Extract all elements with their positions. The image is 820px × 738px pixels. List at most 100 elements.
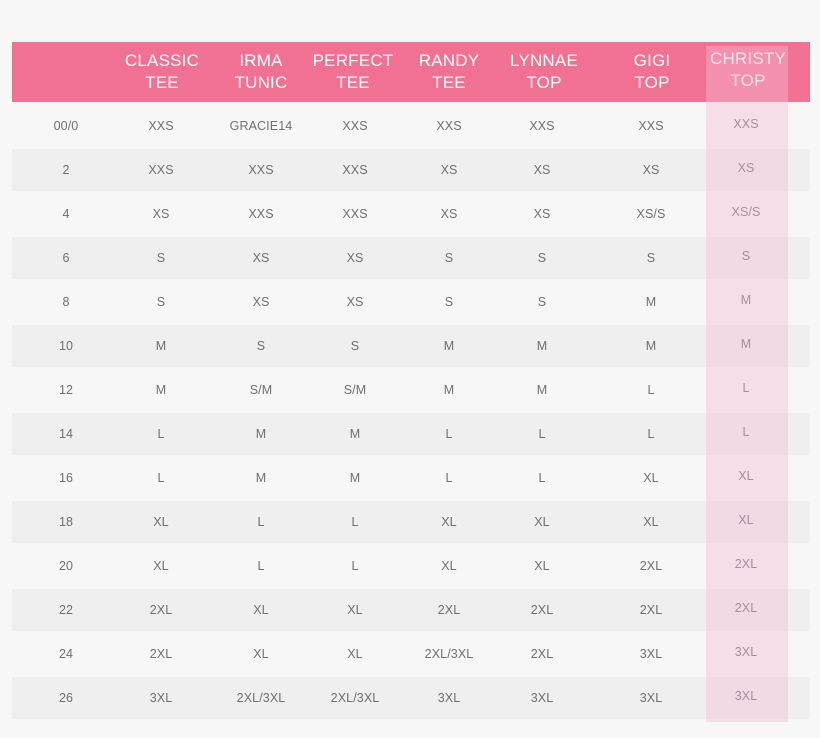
size-value-cell: 3XL — [734, 645, 758, 659]
size-value-cell: XXS — [733, 117, 759, 131]
size-value-cell: M — [443, 339, 455, 353]
table-row: 8 S XS XS S S M M — [12, 281, 810, 323]
size-value-cell: 3XL — [639, 691, 663, 705]
table-header-band — [12, 42, 810, 102]
size-value-cell: L — [445, 427, 453, 441]
size-value-cell: S — [444, 295, 454, 309]
size-value-cell: M — [443, 383, 455, 397]
size-value-cell: M — [536, 383, 548, 397]
size-value-cell: XS — [346, 295, 364, 309]
size-value-cell: M — [740, 337, 752, 351]
size-value-cell: S — [156, 295, 166, 309]
size-value-cell: XXS — [148, 119, 174, 133]
size-value-cell: M — [349, 471, 361, 485]
size-value-cell: XS — [346, 251, 364, 265]
size-value-cell: L — [257, 515, 265, 529]
table-row: 26 3XL 2XL/3XL 2XL/3XL 3XL 3XL 3XL 3XL — [12, 677, 810, 719]
table-row: 16 L M M L L XL XL — [12, 457, 810, 499]
size-value-cell: 2XL — [149, 647, 173, 661]
size-value-cell: XXS — [248, 207, 274, 221]
size-value-cell: M — [155, 383, 167, 397]
size-value-cell: M — [645, 339, 657, 353]
size-value-cell: L — [351, 559, 359, 573]
size-cell: 14 — [58, 427, 74, 441]
size-value-cell: XL — [441, 559, 457, 573]
size-cell: 24 — [58, 647, 74, 661]
size-value-cell: 2XL — [149, 603, 173, 617]
size-value-cell: XL — [643, 471, 659, 485]
size-value-cell: 2XL — [530, 647, 554, 661]
size-value-cell: S — [646, 251, 656, 265]
size-value-cell: L — [538, 471, 546, 485]
size-value-cell: XS — [440, 163, 458, 177]
size-value-cell: XXS — [638, 119, 664, 133]
size-value-cell: XXS — [436, 119, 462, 133]
size-value-cell: XS — [252, 251, 270, 265]
size-value-cell: XL — [534, 559, 550, 573]
size-value-cell: XL — [153, 559, 169, 573]
size-value-cell: 2XL — [734, 601, 758, 615]
size-value-cell: L — [742, 381, 750, 395]
size-value-cell: 2XL/3XL — [330, 691, 380, 705]
size-value-cell: 3XL — [530, 691, 554, 705]
size-value-cell: XL — [738, 469, 754, 483]
size-value-cell: 2XL — [639, 603, 663, 617]
size-value-cell: 2XL/3XL — [236, 691, 286, 705]
size-value-cell: XS — [737, 161, 755, 175]
size-value-cell: L — [647, 427, 655, 441]
size-value-cell: M — [155, 339, 167, 353]
size-value-cell: M — [645, 295, 657, 309]
size-cell: 4 — [62, 207, 70, 221]
size-value-cell: S — [350, 339, 360, 353]
size-cell: 12 — [58, 383, 74, 397]
size-cell: 22 — [58, 603, 74, 617]
size-cell: 18 — [58, 515, 74, 529]
table-row: 18 XL L L XL XL XL XL — [12, 501, 810, 543]
table-row: 20 XL L L XL XL 2XL 2XL — [12, 545, 810, 587]
size-value-cell: 3XL — [639, 647, 663, 661]
size-cell: 00/0 — [53, 119, 79, 133]
header-randy-tee: RANDY TEE — [418, 51, 480, 92]
size-value-cell: L — [351, 515, 359, 529]
size-value-cell: L — [157, 471, 165, 485]
size-cell: 2 — [62, 163, 70, 177]
size-value-cell: XXS — [148, 163, 174, 177]
size-value-cell: 2XL — [530, 603, 554, 617]
size-value-cell: XXS — [248, 163, 274, 177]
size-value-cell: XS — [440, 207, 458, 221]
table-row: 24 2XL XL XL 2XL/3XL 2XL 3XL 3XL — [12, 633, 810, 675]
size-value-cell: XL — [347, 647, 363, 661]
size-value-cell: XL — [253, 647, 269, 661]
size-value-cell: XL — [153, 515, 169, 529]
size-cell: 8 — [62, 295, 70, 309]
size-value-cell: XS — [533, 207, 551, 221]
size-value-cell: S — [256, 339, 266, 353]
size-value-cell: L — [538, 427, 546, 441]
size-value-cell: S — [156, 251, 166, 265]
size-value-cell: 3XL — [734, 689, 758, 703]
table-row: 10 M S S M M M M — [12, 325, 810, 367]
size-value-cell: XL — [347, 603, 363, 617]
size-value-cell: XL — [738, 513, 754, 527]
size-value-cell: XL — [534, 515, 550, 529]
header-classic-tee: CLASSIC TEE — [124, 51, 200, 92]
size-value-cell: M — [255, 471, 267, 485]
size-value-cell: 3XL — [149, 691, 173, 705]
header-irma-tunic: IRMA TUNIC — [234, 51, 288, 92]
size-value-cell: XS — [252, 295, 270, 309]
size-value-cell: L — [647, 383, 655, 397]
size-value-cell: M — [536, 339, 548, 353]
header-perfect-tee: PERFECT TEE — [312, 51, 394, 92]
size-value-cell: XS/S — [731, 205, 761, 219]
size-cell: 6 — [62, 251, 70, 265]
size-value-cell: 2XL/3XL — [424, 647, 474, 661]
size-value-cell: S/M — [343, 383, 367, 397]
header-lynnae-top: LYNNAE TOP — [510, 51, 578, 92]
size-cell: 16 — [58, 471, 74, 485]
table-row: 6 S XS XS S S S S — [12, 237, 810, 279]
size-value-cell: XL — [643, 515, 659, 529]
table-row: 2 XXS XXS XXS XS XS XS XS — [12, 149, 810, 191]
size-cell: 20 — [58, 559, 74, 573]
table-row: 22 2XL XL XL 2XL 2XL 2XL 2XL — [12, 589, 810, 631]
size-value-cell: XXS — [342, 207, 368, 221]
